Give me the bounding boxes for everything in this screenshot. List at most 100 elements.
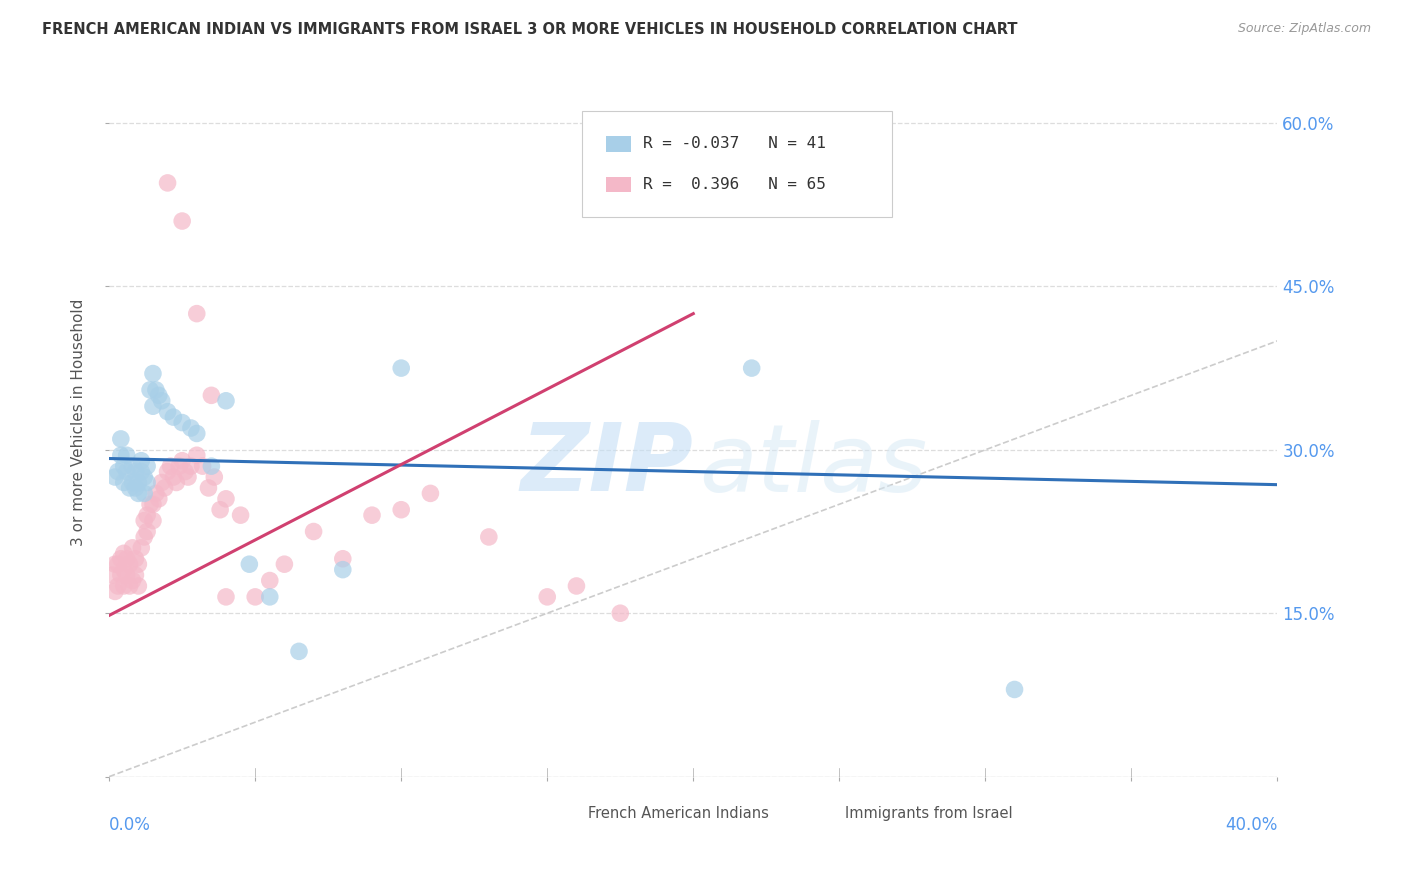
Point (180, 459, 202, 474)
Point (115, 551, 138, 566)
Point (104, 558, 127, 572)
Point (156, 405, 179, 419)
Point (202, 470, 225, 484)
Point (186, 426, 208, 441)
Point (186, 307, 208, 321)
Point (197, 481, 219, 495)
Point (134, 486, 156, 500)
Point (127, 486, 149, 500)
FancyBboxPatch shape (582, 111, 891, 218)
Point (136, 508, 159, 523)
Point (215, 393, 238, 408)
Point (118, 558, 141, 572)
Point (478, 530, 501, 544)
Point (177, 470, 200, 484)
Point (174, 465, 197, 479)
Point (115, 465, 138, 479)
Point (153, 481, 176, 495)
Point (104, 584, 127, 599)
Point (139, 497, 162, 511)
Text: French American Indians: French American Indians (588, 806, 769, 821)
Point (167, 459, 190, 474)
Point (200, 459, 222, 474)
Text: FRENCH AMERICAN INDIAN VS IMMIGRANTS FROM ISRAEL 3 OR MORE VEHICLES IN HOUSEHOLD: FRENCH AMERICAN INDIAN VS IMMIGRANTS FRO… (42, 22, 1018, 37)
Point (142, 399, 165, 413)
Point (124, 568, 146, 582)
Point (124, 465, 146, 479)
Point (134, 470, 156, 484)
Point (191, 459, 214, 474)
Point (112, 546, 135, 560)
Point (238, 558, 260, 572)
Point (121, 541, 143, 555)
Point (110, 448, 132, 462)
Point (142, 497, 165, 511)
Point (273, 558, 295, 572)
Point (186, 448, 208, 462)
Point (172, 453, 194, 467)
Point (209, 502, 232, 516)
Point (172, 214, 194, 228)
Point (129, 465, 152, 479)
Point (136, 475, 159, 490)
Point (121, 459, 143, 474)
Point (150, 393, 173, 408)
Point (124, 481, 146, 495)
FancyBboxPatch shape (606, 177, 631, 192)
Text: 40.0%: 40.0% (1225, 815, 1278, 833)
Point (302, 524, 325, 539)
Point (110, 568, 132, 582)
Text: Source: ZipAtlas.com: Source: ZipAtlas.com (1237, 22, 1371, 36)
Point (215, 590, 238, 604)
Text: ZIP: ZIP (520, 419, 693, 511)
Point (165, 475, 187, 490)
Point (129, 453, 152, 467)
Point (150, 475, 173, 490)
Point (332, 551, 354, 566)
Point (124, 551, 146, 566)
Point (110, 432, 132, 446)
Point (118, 579, 141, 593)
Point (162, 410, 184, 425)
Point (115, 568, 138, 582)
Point (121, 475, 143, 490)
Point (110, 551, 132, 566)
Point (565, 579, 588, 593)
Point (156, 465, 179, 479)
Point (134, 514, 156, 528)
Point (112, 579, 135, 593)
Point (159, 459, 181, 474)
Text: atlas: atlas (699, 419, 928, 510)
Point (741, 361, 763, 376)
Point (172, 416, 194, 430)
Text: R = -0.037   N = 41: R = -0.037 N = 41 (643, 136, 825, 152)
Point (107, 465, 129, 479)
Text: Immigrants from Israel: Immigrants from Israel (845, 806, 1012, 821)
Point (389, 502, 412, 516)
Point (121, 574, 143, 588)
Point (536, 590, 558, 604)
FancyBboxPatch shape (606, 136, 631, 152)
Point (145, 383, 167, 397)
Point (156, 176, 179, 190)
Point (180, 421, 202, 435)
Point (112, 563, 135, 577)
Point (1004, 682, 1026, 697)
Point (148, 491, 170, 506)
Point (107, 558, 129, 572)
Point (104, 470, 127, 484)
Text: R =  0.396   N = 65: R = 0.396 N = 65 (643, 177, 825, 192)
Point (118, 481, 141, 495)
Point (361, 508, 384, 523)
Point (136, 459, 159, 474)
Point (112, 459, 135, 474)
Text: 0.0%: 0.0% (110, 815, 150, 833)
Point (259, 590, 281, 604)
Point (129, 541, 152, 555)
Point (115, 448, 138, 462)
Point (229, 508, 252, 523)
Point (609, 606, 631, 620)
Point (162, 470, 184, 484)
Point (107, 579, 129, 593)
Y-axis label: 3 or more Vehicles in Household: 3 or more Vehicles in Household (72, 299, 86, 546)
